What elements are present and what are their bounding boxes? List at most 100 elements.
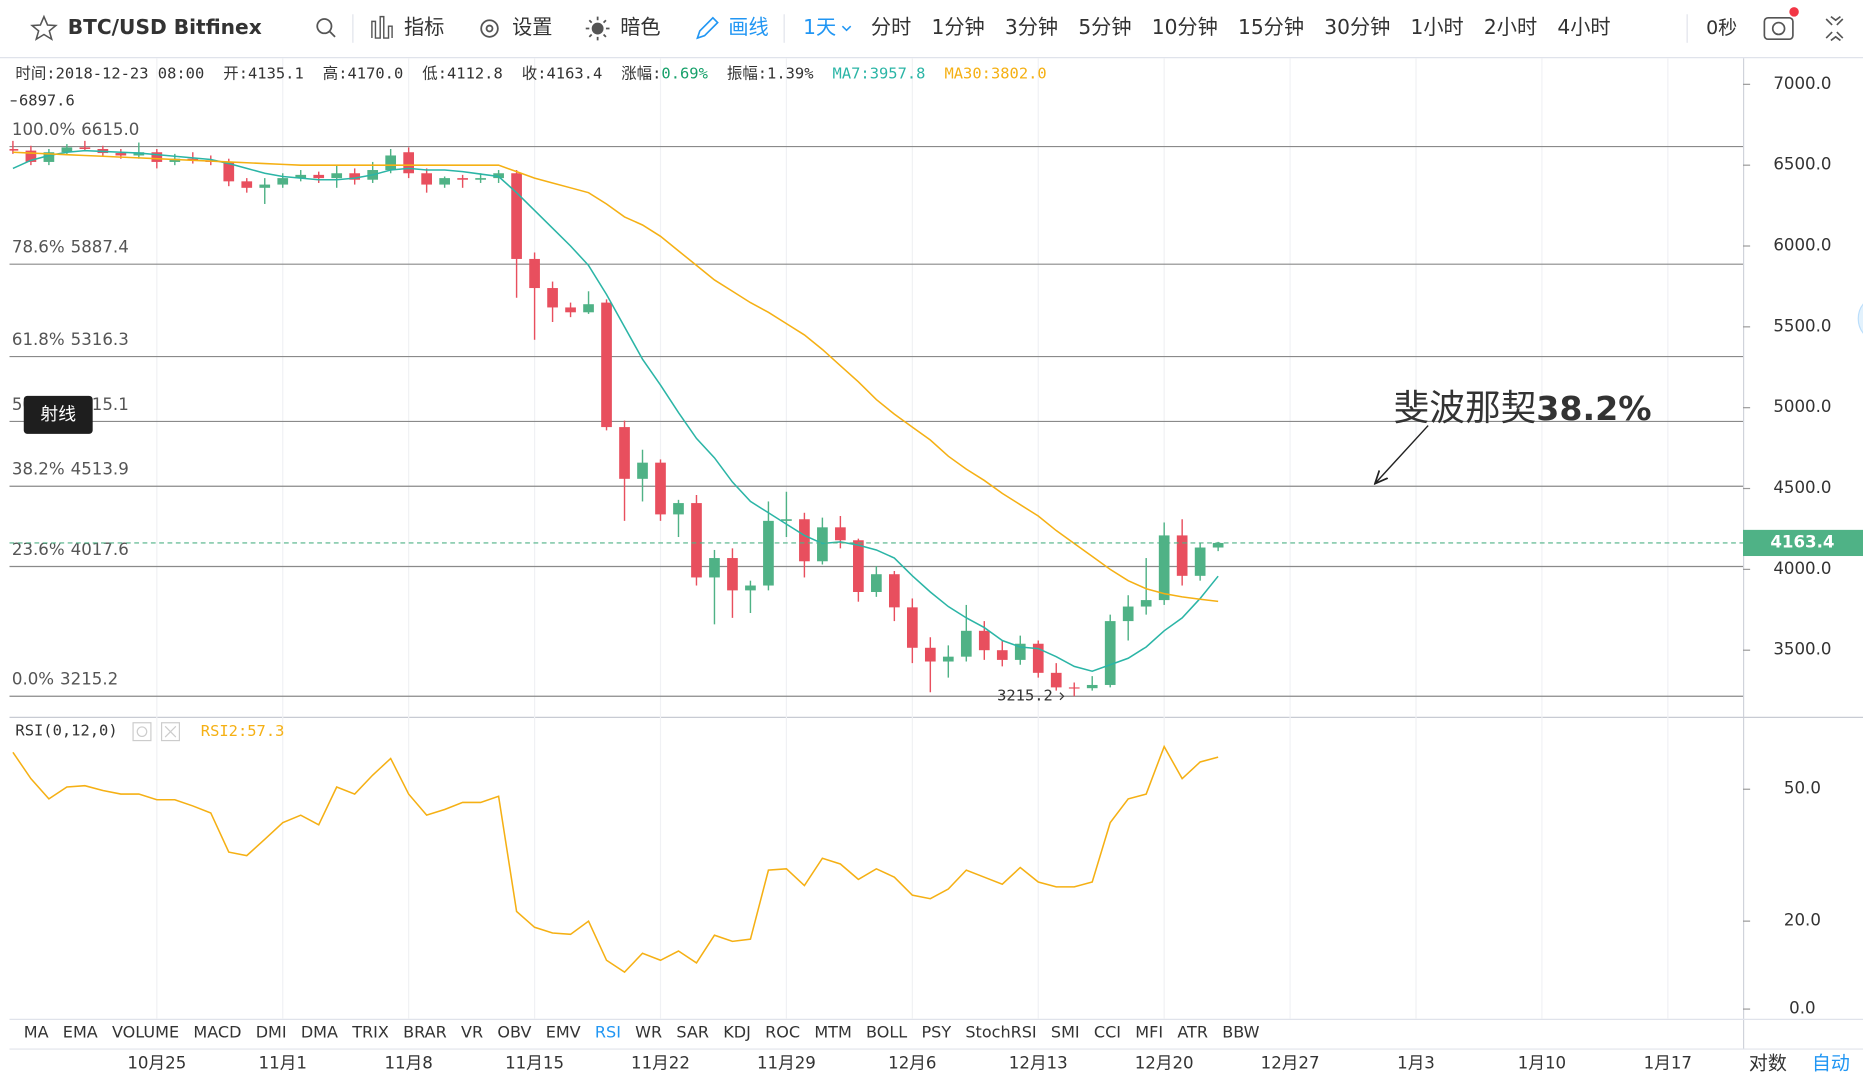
settings-icon[interactable]	[480, 19, 499, 38]
interval-button[interactable]: 1分钟	[931, 15, 984, 39]
indicator-tab[interactable]: TRIX	[351, 1023, 389, 1042]
info-value: 2018-12-23 08:00	[56, 64, 205, 82]
indicator-tab[interactable]: SMI	[1051, 1023, 1080, 1042]
indicator-tab[interactable]: ATR	[1177, 1023, 1208, 1042]
indicator-tab[interactable]: VR	[461, 1023, 483, 1042]
candle-body	[457, 178, 468, 180]
candle-body	[691, 503, 702, 578]
interval-button[interactable]: 15分钟	[1238, 15, 1304, 39]
indicator-tab[interactable]: BOLL	[866, 1023, 907, 1042]
fib-ratio: 61.8%	[12, 329, 65, 348]
indicator-tab[interactable]: OBV	[497, 1023, 531, 1042]
indicator-tab[interactable]: KDJ	[723, 1023, 751, 1042]
candle-body	[43, 152, 55, 162]
legend-name: RSI2	[201, 722, 238, 740]
toolbar-button[interactable]: 指标	[404, 15, 444, 39]
symbol[interactable]: BTC/USD Bitfinex	[68, 15, 262, 39]
fib-label: 100.0% 6615.0	[12, 119, 139, 138]
x-tick-label: 10月25	[127, 1053, 186, 1072]
annotation-highlight: 38.2%	[1536, 389, 1651, 428]
info-ma-sep: :	[982, 64, 991, 82]
overlay: 时间:2018-12-23 08:00 开:4135.1 高:4170.0 低:411…	[10, 64, 1652, 742]
fib-price: 5887.4	[71, 237, 129, 256]
indicator-tab[interactable]: CCI	[1094, 1023, 1121, 1042]
y-tick-label: 5000.0	[1773, 397, 1831, 416]
indicator-close-icon[interactable]	[164, 725, 177, 738]
indicator-tab[interactable]: MTM	[814, 1023, 851, 1042]
interval-button[interactable]: 2小时	[1484, 15, 1537, 39]
info-label: 开:	[223, 64, 248, 82]
toolbar-button[interactable]: 暗色	[620, 15, 660, 39]
indicator-tab[interactable]: RSI	[595, 1023, 621, 1042]
indicator-icon[interactable]	[371, 15, 393, 39]
candle-body	[259, 184, 271, 188]
indicator-tab[interactable]: ROC	[765, 1023, 800, 1042]
scale-mode[interactable]: 自动	[1812, 1052, 1850, 1074]
indicator-close-icon[interactable]	[160, 722, 181, 742]
fib-price: 3215.2	[60, 669, 118, 688]
info-value: 4135.1	[248, 64, 304, 82]
indicator-tab[interactable]: EMA	[63, 1023, 98, 1042]
fib-ratio: 0.0%	[12, 669, 54, 688]
indicator-line	[12, 744, 1219, 974]
candle-body	[835, 527, 846, 541]
draw-icon[interactable]	[696, 16, 719, 40]
indicator-tab[interactable]: MACD	[193, 1023, 241, 1042]
interval-button[interactable]: 分时	[871, 15, 911, 39]
indicator-tab[interactable]: SAR	[676, 1023, 709, 1042]
interval-button[interactable]: 5分钟	[1078, 15, 1131, 39]
indicator-tab[interactable]: MA	[24, 1023, 49, 1042]
toolbar-button[interactable]: 画线	[728, 15, 768, 39]
indicator-tab[interactable]: StochRSI	[965, 1023, 1036, 1042]
period-selector[interactable]: 1天	[803, 15, 836, 39]
interval-button[interactable]: 4小时	[1557, 15, 1610, 39]
x-tick-label: 1月17	[1644, 1053, 1692, 1072]
side-handle[interactable]	[1857, 295, 1863, 343]
fullscreen-icon[interactable]	[1825, 15, 1844, 42]
indicator-tab[interactable]: BRAR	[403, 1023, 447, 1042]
candle-body	[1086, 684, 1098, 689]
info-ma-value: 3802.0	[991, 64, 1047, 82]
candle-body	[871, 574, 882, 592]
interval-button[interactable]: 30分钟	[1324, 15, 1390, 39]
candle-body	[133, 152, 145, 156]
y-tick-label: 5500.0	[1773, 316, 1831, 335]
indicator-tab[interactable]: DMA	[301, 1023, 338, 1042]
screenshot-icon[interactable]	[1763, 7, 1799, 41]
x-tick-label: 12月13	[1009, 1053, 1068, 1072]
interval-button[interactable]: 1小时	[1411, 15, 1464, 39]
candle-body	[1104, 621, 1116, 685]
interval-button[interactable]: 3分钟	[1005, 15, 1058, 39]
x-tick-label: 1月10	[1518, 1053, 1566, 1072]
period-chevron[interactable]	[841, 25, 852, 32]
candle-body	[1176, 535, 1188, 576]
indicator-tab[interactable]: BBW	[1222, 1023, 1259, 1042]
candle-body	[1194, 547, 1206, 576]
grid	[156, 58, 1669, 1019]
info-ma-value: 3957.8	[870, 64, 926, 82]
y-tick-label: 6000.0	[1773, 236, 1831, 255]
info-label: 时间:	[15, 64, 55, 82]
scale-mode[interactable]: 对数	[1749, 1052, 1787, 1074]
interval-button[interactable]: 10分钟	[1152, 15, 1218, 39]
indicator-legend: RSI2:57.3	[201, 722, 285, 740]
indicator-tab[interactable]: MFI	[1135, 1023, 1163, 1042]
candle-body	[421, 173, 432, 185]
favorite-icon[interactable]	[30, 14, 58, 41]
candle-body	[385, 155, 397, 171]
indicator-tab[interactable]: WR	[635, 1023, 662, 1042]
indicator-tab[interactable]: PSY	[922, 1023, 952, 1042]
indicator-settings-icon[interactable]	[136, 726, 148, 738]
search-icon[interactable]	[316, 18, 336, 38]
x-tick-label: 11月22	[631, 1053, 690, 1072]
indicator-tab[interactable]: EMV	[546, 1023, 581, 1042]
indicator-tab[interactable]: DMI	[256, 1023, 287, 1042]
last-price-label: 4163.4	[1770, 532, 1834, 551]
indicator-settings-icon[interactable]	[132, 722, 152, 742]
info-ma-name: MA30	[944, 64, 981, 82]
candle-body	[906, 607, 918, 648]
toolbar-button[interactable]: 设置	[512, 15, 552, 39]
indicator-tab[interactable]: VOLUME	[112, 1023, 179, 1042]
